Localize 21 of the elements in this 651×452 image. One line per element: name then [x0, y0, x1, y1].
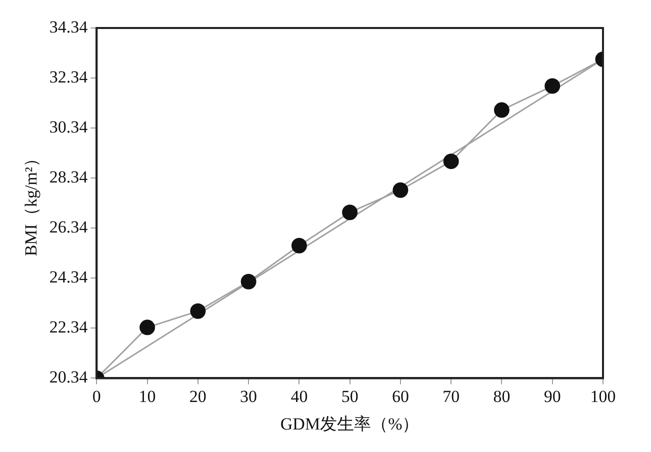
y-tick-label: 22.34	[49, 318, 88, 337]
x-tick-label: 90	[544, 386, 561, 406]
y-tick-label: 28.34	[49, 168, 88, 187]
y-tick-label: 30.34	[49, 118, 88, 137]
x-axis-title: GDM发生率（%）	[280, 414, 420, 434]
x-tick-label: 10	[138, 386, 156, 406]
x-tick-label: 100	[590, 386, 616, 406]
x-tick-label: 70	[442, 386, 460, 406]
x-tick-label: 40	[290, 386, 308, 406]
x-tick-label: 50	[341, 386, 358, 406]
y-tick-label: 34.34	[49, 17, 88, 36]
y-tick-label: 24.34	[49, 268, 88, 287]
y-axis-title: BMI（kg/m²）	[22, 150, 41, 256]
y-tick-label: 32.34	[49, 67, 88, 86]
x-tick-label: 30	[240, 386, 258, 406]
x-tick-label: 0	[92, 386, 101, 406]
y-tick-label: 20.34	[49, 368, 88, 387]
y-tick-label: 26.34	[49, 218, 88, 237]
x-tick-label: 20	[189, 386, 206, 406]
x-tick-label: 80	[493, 386, 510, 406]
x-tick-label: 60	[392, 386, 409, 406]
